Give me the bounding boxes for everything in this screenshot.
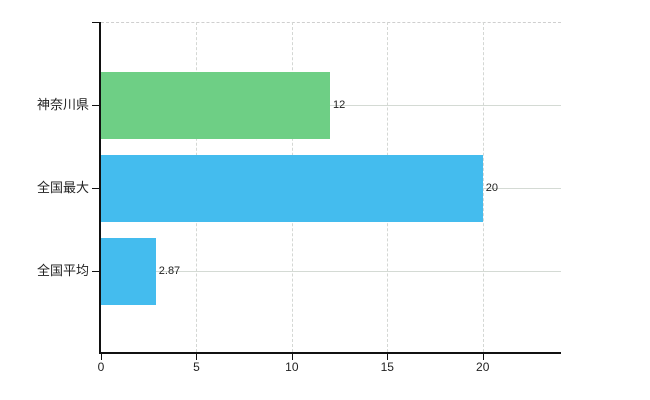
- y-axis-tick: [92, 188, 99, 189]
- gridline-horizontal: [101, 105, 561, 106]
- y-axis-tick: [92, 271, 99, 272]
- x-axis-tick: [482, 354, 484, 360]
- x-tick-label: 5: [193, 360, 200, 374]
- x-tick-label: 10: [285, 360, 299, 374]
- x-axis-line: [99, 352, 561, 354]
- x-tick-label: 20: [476, 360, 490, 374]
- x-axis-tick: [387, 354, 389, 360]
- y-axis-top-tick: [92, 22, 99, 23]
- bar: [101, 154, 483, 222]
- x-tick-label: 0: [97, 360, 105, 374]
- x-axis-tick: [196, 354, 198, 360]
- gridline-vertical: [482, 22, 484, 352]
- category-label: 神奈川県: [36, 97, 89, 112]
- y-axis-line: [99, 22, 101, 352]
- bar: [101, 237, 156, 305]
- plot-area: 0 5 10 15 20 神奈川県 12 全国最大 20 全国平均 2.87: [37, 22, 561, 373]
- bar: [101, 71, 331, 139]
- bar-value-label: 2.87: [158, 265, 181, 277]
- plot-top-border: [101, 22, 561, 23]
- category-label: 全国最大: [36, 180, 89, 195]
- x-axis-tick: [291, 354, 293, 360]
- bar-value-label: 12: [333, 99, 346, 111]
- gridline-horizontal: [101, 271, 561, 272]
- x-axis-tick: [101, 354, 102, 360]
- y-axis-tick: [92, 105, 99, 106]
- x-tick-label: 15: [380, 360, 394, 374]
- category-label: 全国平均: [36, 263, 89, 278]
- bar-value-label: 20: [485, 182, 498, 194]
